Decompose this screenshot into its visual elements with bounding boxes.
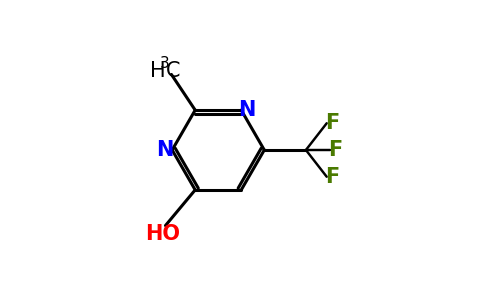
Text: H: H [150,61,166,82]
Text: F: F [326,167,340,187]
Text: N: N [239,100,256,120]
Text: F: F [326,113,340,133]
Text: HO: HO [145,224,180,244]
Text: N: N [156,140,173,160]
Text: 3: 3 [160,56,170,71]
Text: F: F [329,140,343,160]
Text: C: C [166,61,180,82]
